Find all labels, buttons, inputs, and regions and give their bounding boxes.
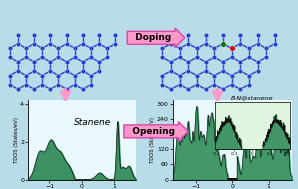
Y-axis label: TDOS (States/eV): TDOS (States/eV) bbox=[14, 117, 19, 163]
Y-axis label: TDOS (States/eV): TDOS (States/eV) bbox=[150, 117, 156, 163]
Text: Doping: Doping bbox=[129, 33, 178, 42]
Text: Stanene: Stanene bbox=[74, 118, 111, 127]
Text: Opening: Opening bbox=[126, 127, 181, 136]
